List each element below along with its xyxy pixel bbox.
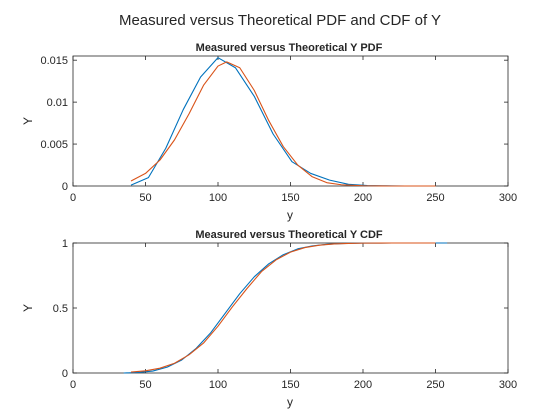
cdf-x-tick-label: 250 [426,379,444,391]
pdf-x-axis-label: y [287,208,293,222]
cdf-y-tick-label: 0 [62,368,68,380]
pdf-y-tick-label: 0.01 [47,97,68,109]
pdf-x-tick-label: 300 [499,192,517,204]
pdf-x-tick-label: 100 [209,192,227,204]
cdf-subplot: Measured versus Theoretical Y CDF 0 50 100… [21,229,517,409]
cdf-x-tick-label: 0 [70,379,76,391]
cdf-x-tick-label: 200 [354,379,372,391]
cdf-y-tick-label: 0.5 [53,303,68,315]
cdf-x-tick-label: 300 [499,379,517,391]
pdf-x-tick-label: 0 [70,192,76,204]
pdf-subplot: Measured versus Theoretical Y PDF 0 50 100… [21,42,517,222]
cdf-x-tick-label: 100 [209,379,227,391]
pdf-x-tick-label: 250 [426,192,444,204]
cdf-x-tick-label: 150 [281,379,299,391]
pdf-y-tick-label: 0.005 [40,139,68,151]
pdf-y-tick-label: 0.015 [40,55,68,67]
pdf-plot-area [72,55,509,187]
cdf-series-2-line [130,242,436,373]
pdf-y-tick-label: 0 [62,181,68,193]
pdf-axes-title: Measured versus Theoretical Y PDF [196,42,383,54]
pdf-ticks: 0 50 100 150 200 250 300 0 0.005 0.01 0.015 [40,55,517,204]
pdf-x-tick-label: 50 [139,192,151,204]
figure-title: Measured versus Theoretical PDF and CDF … [119,12,441,29]
cdf-x-tick-label: 50 [139,379,151,391]
pdf-y-axis-label: Y [21,117,35,125]
pdf-lines [130,57,436,187]
cdf-y-tick-label: 1 [62,238,68,250]
cdf-plot-area [72,242,509,374]
cdf-x-axis-label: y [287,395,293,409]
cdf-y-axis-label: Y [21,304,35,312]
cdf-ticks: 0 50 100 150 200 250 300 0 0.5 1 [53,238,517,391]
pdf-x-tick-label: 200 [354,192,372,204]
cdf-axes-title: Measured versus Theoretical Y CDF [195,229,383,241]
pdf-series-2-line [130,61,436,187]
cdf-lines [123,242,448,374]
pdf-x-tick-label: 150 [281,192,299,204]
